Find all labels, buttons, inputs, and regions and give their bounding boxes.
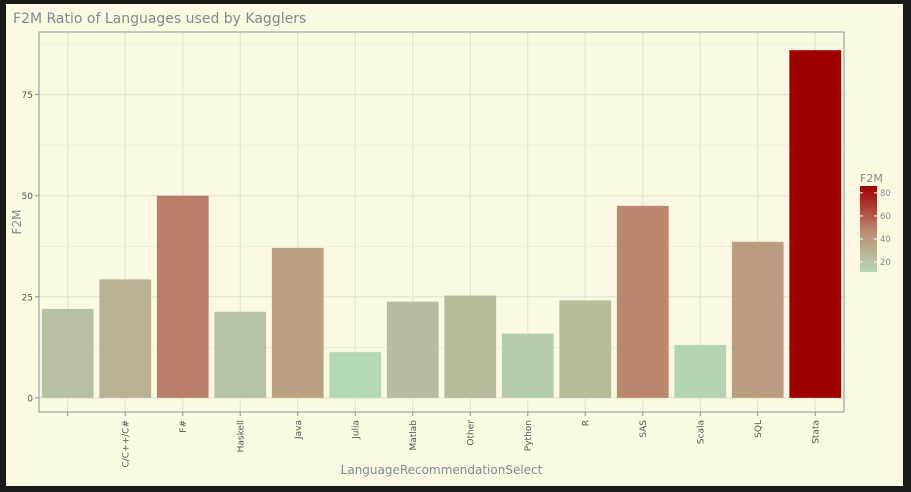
bar <box>674 344 727 398</box>
bar <box>444 295 497 398</box>
legend-ticks: 20 40 60 80 <box>860 189 891 268</box>
x-axis-title: LanguageRecommendationSelect <box>341 463 543 477</box>
bar <box>616 205 669 398</box>
legend-colorbar <box>860 186 877 272</box>
y-axis: 0 25 50 75 <box>22 91 39 404</box>
x-tick-label: Other <box>466 420 476 446</box>
x-tick-label: Java <box>294 420 304 440</box>
x-axis: C/C++/C# F# Haskell Java Julia Matlab Other Pyt… <box>67 412 821 468</box>
legend-tick-label: 80 <box>880 189 891 199</box>
x-tick-label: SAS <box>639 420 649 438</box>
bar <box>789 50 842 398</box>
y-axis-title: F2M <box>10 210 24 235</box>
x-tick-label: Julia <box>351 420 361 440</box>
x-tick-label: R <box>581 420 591 426</box>
bar <box>271 247 324 398</box>
x-tick-label: Python <box>524 420 534 451</box>
y-tick-label: 75 <box>22 91 33 101</box>
bar <box>731 241 784 398</box>
x-tick-label: SQL <box>754 420 764 438</box>
bar <box>501 333 554 398</box>
legend-title: F2M <box>860 172 883 185</box>
bar <box>214 311 267 398</box>
legend-tick-label: 20 <box>880 258 891 268</box>
bar <box>99 279 152 398</box>
legend-tick-label: 60 <box>880 212 891 222</box>
x-tick-label: Stata <box>811 420 821 444</box>
bar <box>559 300 612 398</box>
x-tick-label: C/C++/C# <box>121 420 131 468</box>
bars <box>41 50 842 398</box>
bar <box>156 195 209 398</box>
x-tick-label: Scala <box>696 420 706 444</box>
y-tick-label: 25 <box>22 293 33 303</box>
chart-title: F2M Ratio of Languages used by Kagglers <box>13 11 306 27</box>
legend-tick-label: 40 <box>880 235 891 245</box>
plot-panel-border <box>38 31 845 413</box>
y-tick-label: 0 <box>27 394 33 404</box>
bar <box>41 308 94 398</box>
x-tick-label: F# <box>179 420 189 433</box>
bar <box>329 352 382 398</box>
bar-chart: F2M Ratio of Languages used by Kagglers … <box>10 11 891 477</box>
y-tick-label: 50 <box>22 192 34 202</box>
chart-canvas: F2M Ratio of Languages used by Kagglers … <box>6 4 903 486</box>
legend: F2M 20 40 60 80 <box>860 172 891 272</box>
bar <box>386 301 439 398</box>
x-tick-label: Haskell <box>236 420 246 452</box>
x-tick-label: Matlab <box>409 420 419 451</box>
